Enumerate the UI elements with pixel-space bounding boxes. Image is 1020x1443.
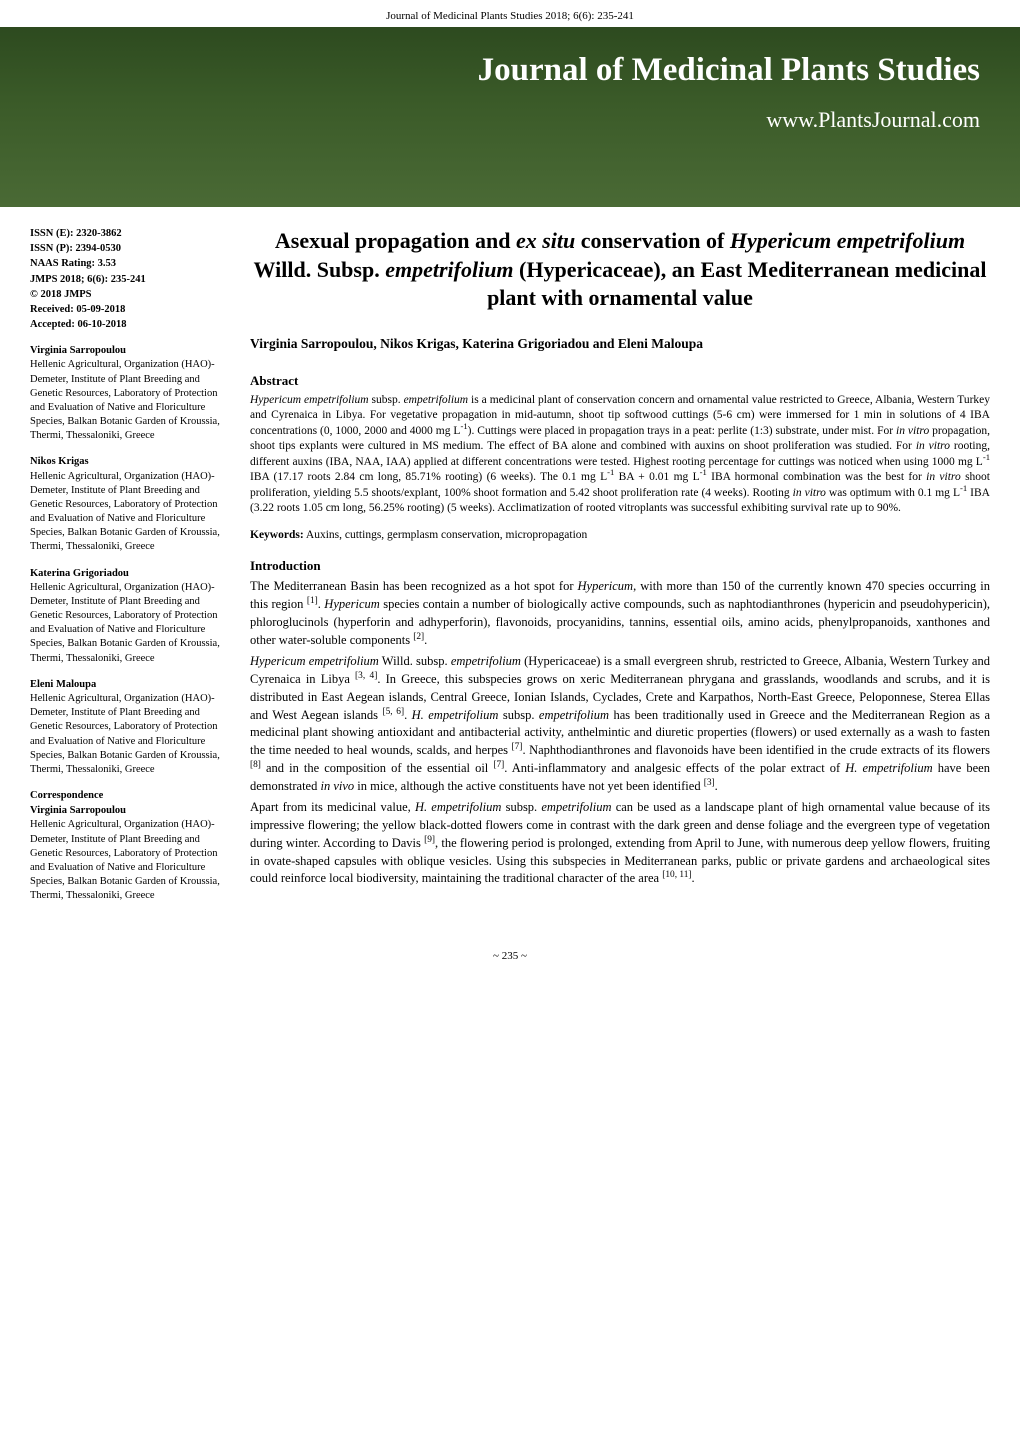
- keywords-line: Keywords: Auxins, cuttings, germplasm co…: [250, 527, 990, 543]
- accepted-date: Accepted: 06-10-2018: [30, 318, 230, 332]
- banner-url: www.PlantsJournal.com: [478, 107, 980, 133]
- naas-rating: NAAS Rating: 3.53: [30, 257, 230, 271]
- article-title: Asexual propagation and ex situ conserva…: [250, 227, 990, 313]
- introduction-heading: Introduction: [250, 557, 990, 575]
- authors-line: Virginia Sarropoulou, Nikos Krigas, Kate…: [250, 335, 990, 354]
- sidebar-author-name: Katerina Grigoriadou: [30, 567, 230, 581]
- issn-block: ISSN (E): 2320-3862 ISSN (P): 2394-0530 …: [30, 227, 230, 332]
- sidebar-author-name: Eleni Maloupa: [30, 678, 230, 692]
- correspondence-affiliation: Hellenic Agricultural, Organization (HAO…: [30, 818, 230, 903]
- main-content: Asexual propagation and ex situ conserva…: [250, 227, 990, 915]
- issn-p: ISSN (P): 2394-0530: [30, 242, 230, 256]
- received-date: Received: 05-09-2018: [30, 303, 230, 317]
- intro-para-1: Hypericum empetrifolium Willd. subsp. em…: [250, 653, 990, 795]
- abstract-heading: Abstract: [250, 372, 990, 390]
- correspondence-name: Virginia Sarropoulou: [30, 804, 230, 818]
- sidebar-author-1: Nikos Krigas Hellenic Agricultural, Orga…: [30, 455, 230, 554]
- correspondence-block: Correspondence Virginia Sarropoulou Hell…: [30, 789, 230, 903]
- correspondence-heading: Correspondence: [30, 789, 230, 803]
- copyright: © 2018 JMPS: [30, 288, 230, 302]
- keywords-label: Keywords:: [250, 529, 304, 541]
- sidebar-author-affiliation: Hellenic Agricultural, Organization (HAO…: [30, 470, 230, 555]
- banner: Journal of Medicinal Plants Studies www.…: [0, 27, 1020, 207]
- intro-para-0: The Mediterranean Basin has been recogni…: [250, 578, 990, 649]
- content-wrapper: ISSN (E): 2320-3862 ISSN (P): 2394-0530 …: [0, 207, 1020, 935]
- keywords-text: Auxins, cuttings, germplasm conservation…: [304, 529, 588, 541]
- banner-text-block: Journal of Medicinal Plants Studies www.…: [478, 52, 980, 133]
- sidebar-author-2: Katerina Grigoriadou Hellenic Agricultur…: [30, 567, 230, 666]
- sidebar: ISSN (E): 2320-3862 ISSN (P): 2394-0530 …: [30, 227, 230, 915]
- sidebar-author-affiliation: Hellenic Agricultural, Organization (HAO…: [30, 581, 230, 666]
- page-number: ~ 235 ~: [0, 950, 1020, 972]
- sidebar-author-name: Nikos Krigas: [30, 455, 230, 469]
- intro-para-2: Apart from its medicinal value, H. empet…: [250, 799, 990, 888]
- sidebar-author-affiliation: Hellenic Agricultural, Organization (HAO…: [30, 358, 230, 443]
- sidebar-author-3: Eleni Maloupa Hellenic Agricultural, Org…: [30, 678, 230, 777]
- journal-header: Journal of Medicinal Plants Studies 2018…: [0, 0, 1020, 27]
- sidebar-author-name: Virginia Sarropoulou: [30, 344, 230, 358]
- issn-e: ISSN (E): 2320-3862: [30, 227, 230, 241]
- sidebar-author-0: Virginia Sarropoulou Hellenic Agricultur…: [30, 344, 230, 443]
- sidebar-author-affiliation: Hellenic Agricultural, Organization (HAO…: [30, 692, 230, 777]
- abstract-text: Hypericum empetrifolium subsp. empetrifo…: [250, 393, 990, 517]
- banner-title: Journal of Medicinal Plants Studies: [478, 52, 980, 89]
- jmps-ref: JMPS 2018; 6(6): 235-241: [30, 273, 230, 287]
